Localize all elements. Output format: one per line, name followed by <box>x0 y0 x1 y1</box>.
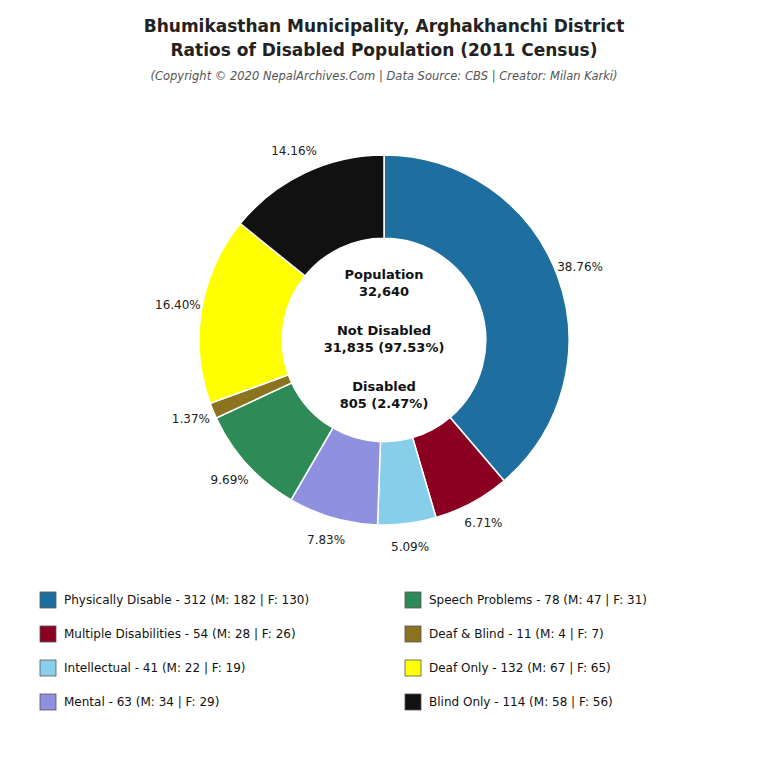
legend-swatch <box>40 626 56 642</box>
legend-item: Physically Disable - 312 (M: 182 | F: 13… <box>40 592 309 608</box>
data-label: 16.40% <box>155 298 201 312</box>
legend-swatch <box>40 660 56 676</box>
center-text: Population <box>344 267 423 282</box>
legend-swatch <box>40 694 56 710</box>
legend-item: Intellectual - 41 (M: 22 | F: 19) <box>40 660 246 676</box>
legend-item: Mental - 63 (M: 34 | F: 29) <box>40 694 219 710</box>
legend-label: Multiple Disabilities - 54 (M: 28 | F: 2… <box>64 627 296 641</box>
title: Bhumikasthan Municipality, Arghakhanchi … <box>144 16 625 36</box>
legend-item: Multiple Disabilities - 54 (M: 28 | F: 2… <box>40 626 296 642</box>
legend-swatch <box>405 626 421 642</box>
legend-label: Intellectual - 41 (M: 22 | F: 19) <box>64 661 246 675</box>
legend-label: Speech Problems - 78 (M: 47 | F: 31) <box>429 593 647 607</box>
subtitle: (Copyright © 2020 NepalArchives.Com | Da… <box>150 69 617 83</box>
chart: Bhumikasthan Municipality, Arghakhanchi … <box>0 0 768 768</box>
legend-item: Blind Only - 114 (M: 58 | F: 56) <box>405 694 613 710</box>
donut: 38.76% 6.71% 5.09% 7.83% 9.69% 1.37% 16.40% 14.… <box>155 144 603 554</box>
center-text: 805 (2.47%) <box>340 396 429 411</box>
data-label: 9.69% <box>211 473 249 487</box>
legend-item: Deaf & Blind - 11 (M: 4 | F: 7) <box>405 626 604 642</box>
data-label: 6.71% <box>464 516 502 530</box>
legend-label: Deaf Only - 132 (M: 67 | F: 65) <box>429 661 611 675</box>
title: Ratios of Disabled Population (2011 Cens… <box>171 40 598 60</box>
legend-swatch <box>40 592 56 608</box>
legend-label: Mental - 63 (M: 34 | F: 29) <box>64 695 219 709</box>
data-label: 1.37% <box>172 412 210 426</box>
center-text: Not Disabled <box>337 323 431 338</box>
legend-label: Blind Only - 114 (M: 58 | F: 56) <box>429 695 613 709</box>
legend-label: Deaf & Blind - 11 (M: 4 | F: 7) <box>429 627 604 641</box>
legend-label: Physically Disable - 312 (M: 182 | F: 13… <box>64 593 309 607</box>
legend-swatch <box>405 694 421 710</box>
data-label: 38.76% <box>557 260 603 274</box>
slice <box>384 155 569 481</box>
slice <box>240 155 384 276</box>
legend-swatch <box>405 592 421 608</box>
data-label: 7.83% <box>307 533 345 547</box>
legend-swatch <box>405 660 421 676</box>
legend: Physically Disable - 312 (M: 182 | F: 13… <box>40 592 647 710</box>
slice <box>378 438 436 525</box>
center-text: Disabled <box>352 379 416 394</box>
legend-item: Deaf Only - 132 (M: 67 | F: 65) <box>405 660 611 676</box>
data-label: 14.16% <box>271 144 317 158</box>
center-text: 31,835 (97.53%) <box>324 340 445 355</box>
legend-item: Speech Problems - 78 (M: 47 | F: 31) <box>405 592 647 608</box>
data-label: 5.09% <box>391 540 429 554</box>
center-text: 32,640 <box>359 284 409 299</box>
